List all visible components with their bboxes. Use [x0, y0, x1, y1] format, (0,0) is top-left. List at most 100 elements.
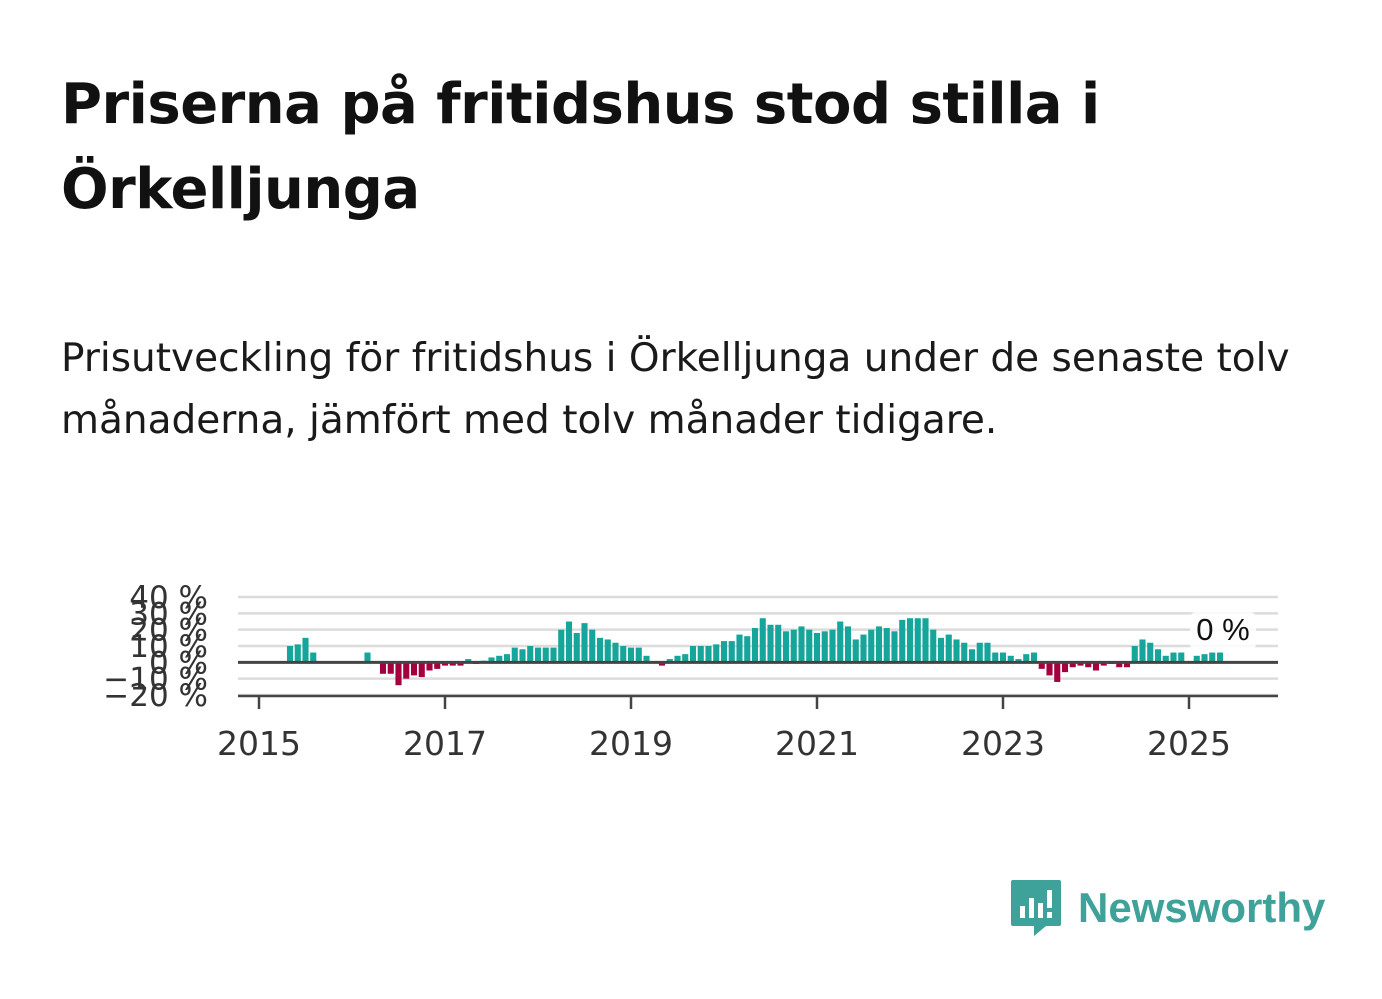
bar — [527, 646, 534, 663]
bar — [441, 662, 449, 666]
bar — [1209, 652, 1216, 663]
bar — [891, 631, 898, 663]
bar — [899, 619, 906, 663]
bar — [875, 626, 883, 663]
bar — [410, 662, 418, 676]
bar — [961, 642, 968, 663]
bar — [1147, 642, 1154, 663]
bar — [906, 618, 914, 663]
bar — [1061, 662, 1069, 673]
bar — [705, 646, 712, 663]
bar — [1100, 662, 1107, 666]
last-value-label-background — [1190, 612, 1256, 650]
bar — [922, 618, 929, 663]
y-tick-label: 40 % — [129, 580, 208, 616]
bar — [790, 629, 797, 663]
bar — [635, 647, 642, 663]
bar — [387, 662, 394, 674]
bar — [620, 646, 627, 663]
bar — [496, 655, 503, 663]
bar — [798, 626, 805, 663]
bar — [674, 655, 681, 663]
bar — [503, 654, 511, 663]
bar — [813, 632, 821, 663]
bar — [868, 629, 875, 663]
bar — [1046, 662, 1053, 676]
bar — [364, 652, 371, 663]
bar — [744, 636, 751, 663]
bar — [581, 623, 588, 663]
x-tick-label: 2015 — [217, 724, 301, 763]
bar — [1007, 655, 1014, 663]
bar — [1131, 646, 1138, 663]
bar — [1030, 652, 1038, 663]
bar — [558, 629, 565, 663]
bar — [968, 649, 976, 663]
bar — [1015, 659, 1022, 663]
bar — [697, 646, 704, 663]
bar — [286, 646, 294, 663]
y-axis-ticks: −20 %−10 %0 %10 %20 %30 %40 % — [103, 580, 208, 714]
bar — [534, 647, 542, 663]
bar — [1092, 662, 1100, 671]
bar — [914, 618, 921, 663]
bar — [713, 644, 720, 663]
bar — [883, 628, 890, 663]
bar — [434, 662, 441, 669]
bar — [1054, 662, 1061, 682]
bar — [302, 637, 309, 663]
bar — [1069, 662, 1076, 668]
last-value-label: 0 % — [1196, 612, 1249, 647]
bar — [1077, 662, 1084, 666]
bar — [1139, 639, 1146, 663]
bar — [930, 629, 937, 663]
bar — [837, 621, 844, 663]
bar — [379, 662, 387, 674]
bar — [728, 641, 735, 663]
y-tick-label: −10 % — [103, 662, 208, 698]
last-value-annotation: 0 % — [1190, 612, 1256, 650]
bar — [658, 662, 666, 666]
bar — [1116, 662, 1123, 668]
bar — [976, 642, 983, 663]
bar — [844, 626, 852, 663]
bar — [542, 647, 549, 663]
bar — [953, 639, 960, 663]
bar — [426, 662, 433, 671]
bar — [999, 652, 1007, 663]
x-axis-ticks: 2015 2017 2019 2021 2023 2025 — [217, 696, 1231, 763]
chart-title: Priserna på fritidshus stod stilla i Örk… — [61, 72, 1100, 222]
bar — [767, 624, 774, 663]
bar — [310, 652, 317, 663]
bar — [550, 647, 557, 663]
bar — [720, 641, 728, 663]
bar — [829, 629, 836, 663]
bar — [806, 629, 813, 663]
bars — [286, 618, 1224, 686]
bar — [1023, 654, 1030, 663]
bar — [682, 654, 689, 663]
chart-subtitle: Prisutveckling för fritidshus i Örkellju… — [61, 336, 1290, 443]
bar — [643, 655, 650, 663]
bar — [511, 647, 518, 663]
bar — [937, 637, 945, 663]
bar — [992, 652, 999, 663]
bar — [573, 632, 580, 663]
bar — [775, 624, 782, 663]
bar — [1154, 649, 1162, 663]
bar — [627, 647, 635, 663]
bar — [403, 662, 410, 679]
bar — [596, 637, 604, 663]
x-tick-label: 2023 — [961, 724, 1045, 763]
bar — [860, 634, 867, 663]
bar — [1085, 662, 1092, 668]
y-tick-label: −20 % — [103, 678, 208, 714]
bar — [1201, 654, 1208, 663]
bar — [395, 662, 402, 686]
newsworthy-logo-icon — [1011, 880, 1061, 936]
y-tick-label: 20 % — [129, 613, 208, 649]
bar — [565, 621, 573, 663]
bar — [589, 629, 596, 663]
bar — [418, 662, 425, 678]
bar — [984, 642, 991, 663]
